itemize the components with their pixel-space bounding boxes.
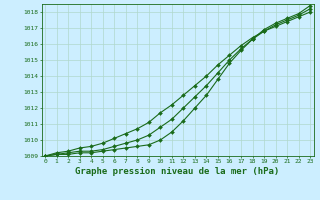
- X-axis label: Graphe pression niveau de la mer (hPa): Graphe pression niveau de la mer (hPa): [76, 167, 280, 176]
